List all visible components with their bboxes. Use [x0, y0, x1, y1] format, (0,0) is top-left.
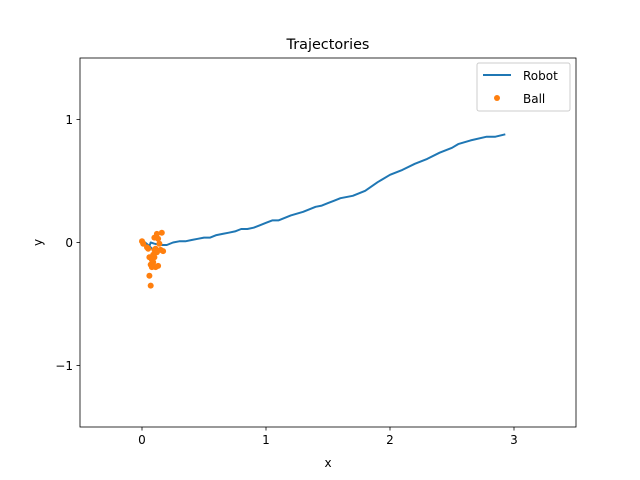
- ball-point: [155, 235, 162, 242]
- ball-point: [146, 272, 153, 279]
- x-tick-label: 1: [262, 433, 270, 447]
- legend-ball-label: Ball: [523, 92, 545, 106]
- x-axis-label: x: [324, 456, 331, 470]
- ball-point: [147, 282, 154, 289]
- ball-point: [150, 259, 157, 266]
- legend-robot-label: Robot: [523, 69, 558, 83]
- ball-point: [148, 264, 155, 271]
- x-tick-label: 0: [138, 433, 146, 447]
- ball-point: [151, 254, 158, 261]
- ball-point: [160, 248, 167, 255]
- x-tick-label: 2: [386, 433, 394, 447]
- y-tick-label: 0: [65, 236, 73, 250]
- ball-point: [158, 229, 165, 236]
- x-axis: 0 1 2 3: [138, 427, 518, 447]
- legend-ball-marker: [494, 95, 500, 101]
- chart-title: Trajectories: [286, 37, 370, 53]
- series-layer: [139, 133, 506, 289]
- ball-point: [156, 240, 163, 247]
- ball-point: [153, 230, 160, 237]
- legend: Robot Ball: [476, 62, 571, 112]
- ball-point: [140, 240, 147, 247]
- ball-point: [145, 245, 152, 252]
- robot-trajectory-line: [141, 133, 506, 253]
- y-tick-label: 1: [65, 113, 73, 127]
- y-axis: −1 0 1: [55, 113, 80, 373]
- x-tick-label: 3: [510, 433, 518, 447]
- y-tick-label: −1: [55, 359, 73, 373]
- y-axis-label: y: [31, 239, 45, 246]
